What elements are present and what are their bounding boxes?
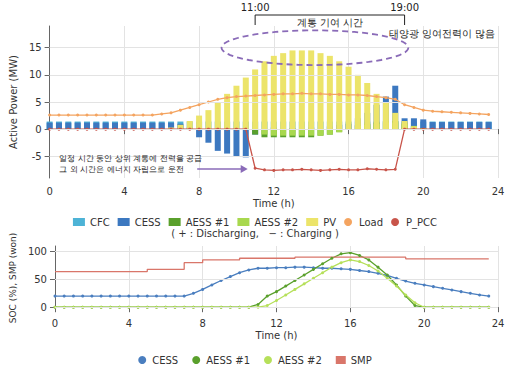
svg-text:Active Power (MW): Active Power (MW) — [8, 55, 19, 149]
svg-text:0: 0 — [35, 124, 41, 135]
svg-text:8: 8 — [199, 318, 205, 329]
svg-text:PV: PV — [323, 217, 336, 228]
svg-text:Load: Load — [359, 217, 383, 228]
svg-text:100: 100 — [28, 246, 47, 257]
svg-text:0: 0 — [46, 186, 52, 197]
svg-text:( + : Discharging, − : Charg: ( + : Discharging, − : Charging ) — [171, 228, 339, 239]
svg-text:50: 50 — [34, 274, 47, 285]
svg-text:-5: -5 — [32, 151, 42, 162]
svg-text:계통 기여 시간: 계통 기여 시간 — [297, 17, 363, 28]
svg-text:SMP: SMP — [351, 355, 372, 366]
svg-text:12: 12 — [267, 186, 280, 197]
svg-text:10: 10 — [29, 69, 42, 80]
svg-text:24: 24 — [492, 186, 505, 197]
svg-text:4: 4 — [126, 318, 132, 329]
svg-text:CESS: CESS — [135, 217, 161, 228]
svg-text:16: 16 — [344, 318, 357, 329]
svg-text:CFC: CFC — [90, 217, 110, 228]
svg-text:24: 24 — [492, 318, 505, 329]
svg-text:태양광 잉여전력이 많음: 태양광 잉여전력이 많음 — [389, 28, 495, 39]
svg-text:15: 15 — [29, 42, 42, 53]
svg-text:20: 20 — [418, 318, 431, 329]
svg-text:0: 0 — [52, 318, 58, 329]
svg-text:일정 시간 동안 상위 계통에 전력을 공급: 일정 시간 동안 상위 계통에 전력을 공급 — [59, 154, 202, 163]
svg-text:8: 8 — [196, 186, 202, 197]
svg-text:AESS #2: AESS #2 — [278, 355, 322, 366]
svg-text:P_PCC: P_PCC — [406, 217, 437, 229]
svg-text:SOC (%), SMP (won): SOC (%), SMP (won) — [8, 233, 18, 324]
svg-text:11:00: 11:00 — [241, 2, 270, 13]
svg-text:Time (h): Time (h) — [252, 198, 295, 209]
svg-text:0: 0 — [41, 302, 47, 313]
svg-text:CESS: CESS — [152, 355, 178, 366]
svg-text:4: 4 — [121, 186, 127, 197]
svg-text:AESS #1: AESS #1 — [186, 217, 230, 228]
svg-text:5: 5 — [35, 97, 41, 108]
svg-text:AESS #1: AESS #1 — [206, 355, 250, 366]
svg-text:AESS #2: AESS #2 — [254, 217, 298, 228]
svg-text:19:00: 19:00 — [390, 2, 419, 13]
svg-text:16: 16 — [342, 186, 355, 197]
svg-text:20: 20 — [417, 186, 430, 197]
svg-text:Time (h): Time (h) — [255, 330, 298, 341]
svg-text:12: 12 — [270, 318, 283, 329]
svg-text:그 외 시간은 에너지 자립으로 운전: 그 외 시간은 에너지 자립으로 운전 — [59, 165, 184, 174]
